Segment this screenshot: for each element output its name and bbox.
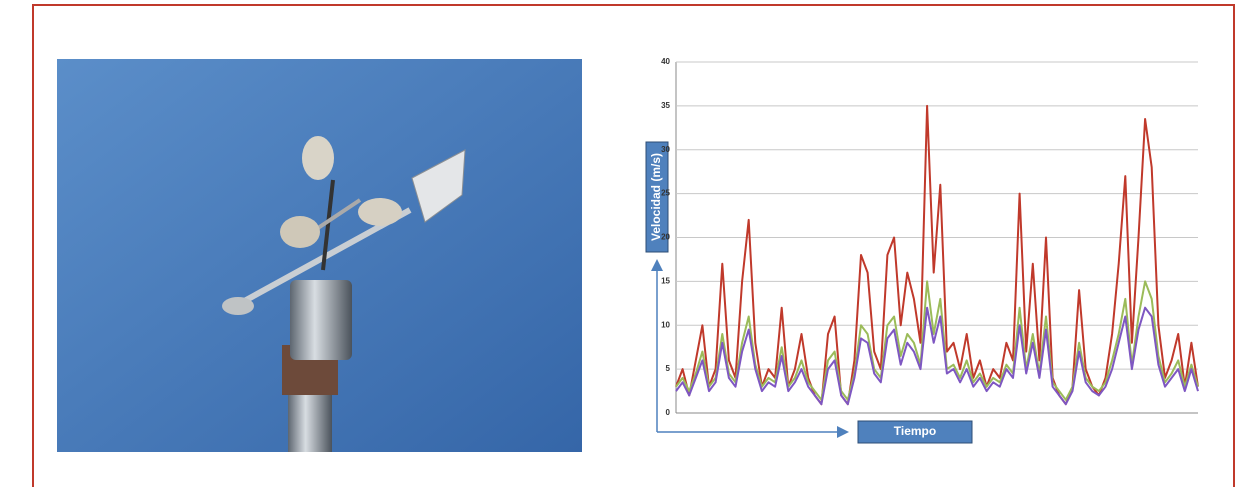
y-tick-label: 30: [661, 145, 670, 154]
page: {"chart_data": {"type": "line", "y_label…: [0, 0, 1240, 487]
y-tick-label: 25: [661, 189, 670, 198]
anemometer-photo: [57, 59, 582, 452]
y-tick-label: 0: [666, 408, 671, 417]
y-tick-label: 10: [661, 320, 670, 329]
x-axis-label: Tiempo: [894, 424, 936, 438]
y-tick-label: 20: [661, 233, 670, 242]
y-tick-label: 5: [666, 364, 671, 373]
y-tick-label: 40: [661, 57, 670, 66]
y-tick-label: 15: [661, 276, 670, 285]
y-tick-label: 35: [661, 101, 670, 110]
slide: Velocidad (m/s) Tiempo 0510152025303540: [0, 0, 1240, 487]
